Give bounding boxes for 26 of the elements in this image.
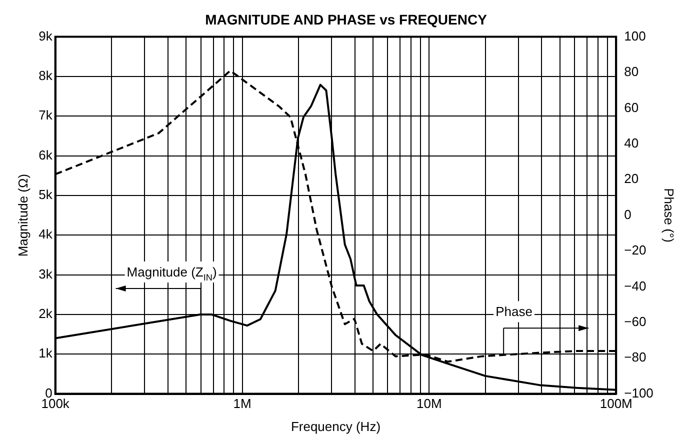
y-tick-label: 3k — [38, 266, 53, 282]
x-tick-label: 1M — [233, 396, 252, 412]
y2-tick-label: −20 — [624, 242, 646, 258]
y2-tick-label: 0 — [624, 206, 632, 222]
y2-tick-label: 80 — [624, 64, 639, 80]
y2-axis-title: Phase (°) — [662, 188, 677, 242]
y2-tick-label: 40 — [624, 135, 639, 150]
x-tick-label: 10M — [416, 396, 442, 412]
y2-tick-label: −80 — [624, 350, 646, 365]
y2-tick-label: −60 — [624, 314, 646, 329]
y2-tick-label: 20 — [624, 171, 639, 186]
y-tick-label: 4k — [38, 226, 53, 242]
y-tick-label: 8k — [38, 68, 53, 84]
y2-tick-label: −40 — [624, 278, 646, 294]
y-tick-label: 5k — [38, 187, 53, 202]
y2-tick-label: 60 — [624, 100, 639, 115]
y-tick-label: 1k — [38, 346, 53, 361]
y-tick-label: 9k — [38, 28, 53, 44]
y2-tick-label: 100 — [624, 28, 646, 44]
x-axis-title: Frequency (Hz) — [290, 418, 381, 434]
y-axis-title: Magnitude (Ω) — [15, 174, 30, 257]
y-tick-label: 6k — [38, 147, 53, 162]
chart-title: MAGNITUDE AND PHASE vs FREQUENCY — [205, 11, 488, 28]
y-tick-label: 7k — [38, 108, 53, 123]
annotation: Phase — [496, 304, 532, 320]
y-tick-label: 2k — [38, 306, 53, 322]
